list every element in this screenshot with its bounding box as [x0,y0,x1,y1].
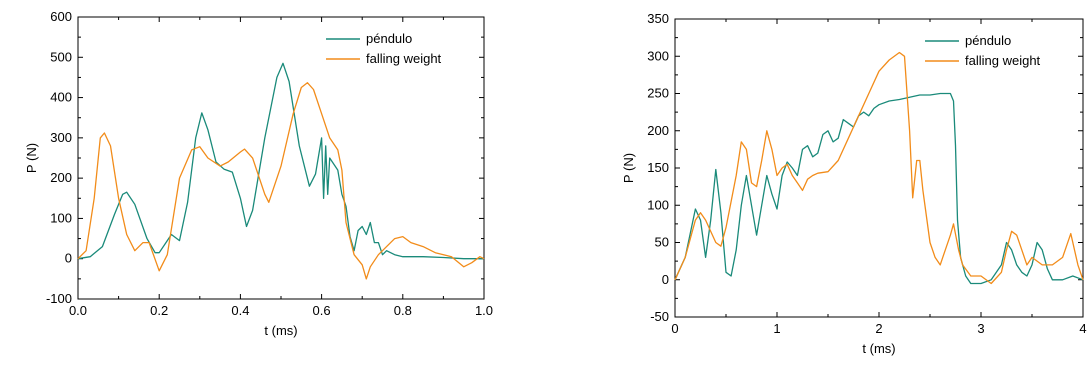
y-tick-label: 0 [662,272,669,287]
legend-label: péndulo [366,31,412,46]
y-tick-label: 600 [50,9,72,24]
y-tick-label: 200 [50,170,72,185]
y-tick-label: 350 [647,11,669,26]
x-tick-label: 0.2 [150,303,168,318]
x-tick-label: 2 [875,321,882,336]
y-tick-label: -50 [650,309,669,324]
x-tick-label: 0.6 [313,303,331,318]
y-axis-label: P (N) [24,143,39,173]
legend-label: falling weight [965,53,1041,68]
y-tick-label: 300 [50,130,72,145]
y-tick-label: 250 [647,86,669,101]
y-tick-label: 100 [50,210,72,225]
series-line-falling-weight [674,51,1084,285]
x-tick-label: 0.8 [394,303,412,318]
x-tick-label: 3 [977,321,984,336]
y-tick-label: 200 [647,123,669,138]
y-tick-label: 500 [50,49,72,64]
x-tick-label: 0 [671,321,678,336]
series-line-falling-weight [77,82,485,280]
series-line-pendulo [674,92,1084,285]
x-tick-label: 0.0 [69,303,87,318]
series-line-pendulo [77,62,484,260]
y-tick-label: 400 [50,90,72,105]
x-tick-label: 1 [773,321,780,336]
x-axis-label: t (ms) [264,323,297,338]
y-tick-label: 0 [65,251,72,266]
y-tick-label: 50 [655,235,669,250]
chart-left: 0.0 0.2 0.4 0.6 0.8 1.0 -100 0 100 200 300 400 500 60… [24,9,493,338]
y-tick-label: 100 [647,197,669,212]
x-tick-label: 0.4 [231,303,249,318]
x-tick-label: 1.0 [475,303,493,318]
legend-label: falling weight [366,51,442,66]
legend-label: péndulo [965,33,1011,48]
y-tick-label: -100 [46,291,72,306]
chart-left-plot-area: 0.0 0.2 0.4 0.6 0.8 1.0 -100 0 100 200 300 400 500 60… [24,9,493,338]
y-tick-label: 150 [647,160,669,175]
x-tick-label: 4 [1079,321,1086,336]
x-axis-label: t (ms) [862,341,895,356]
y-tick-label: 300 [647,48,669,63]
y-axis-label: P (N) [621,153,636,183]
